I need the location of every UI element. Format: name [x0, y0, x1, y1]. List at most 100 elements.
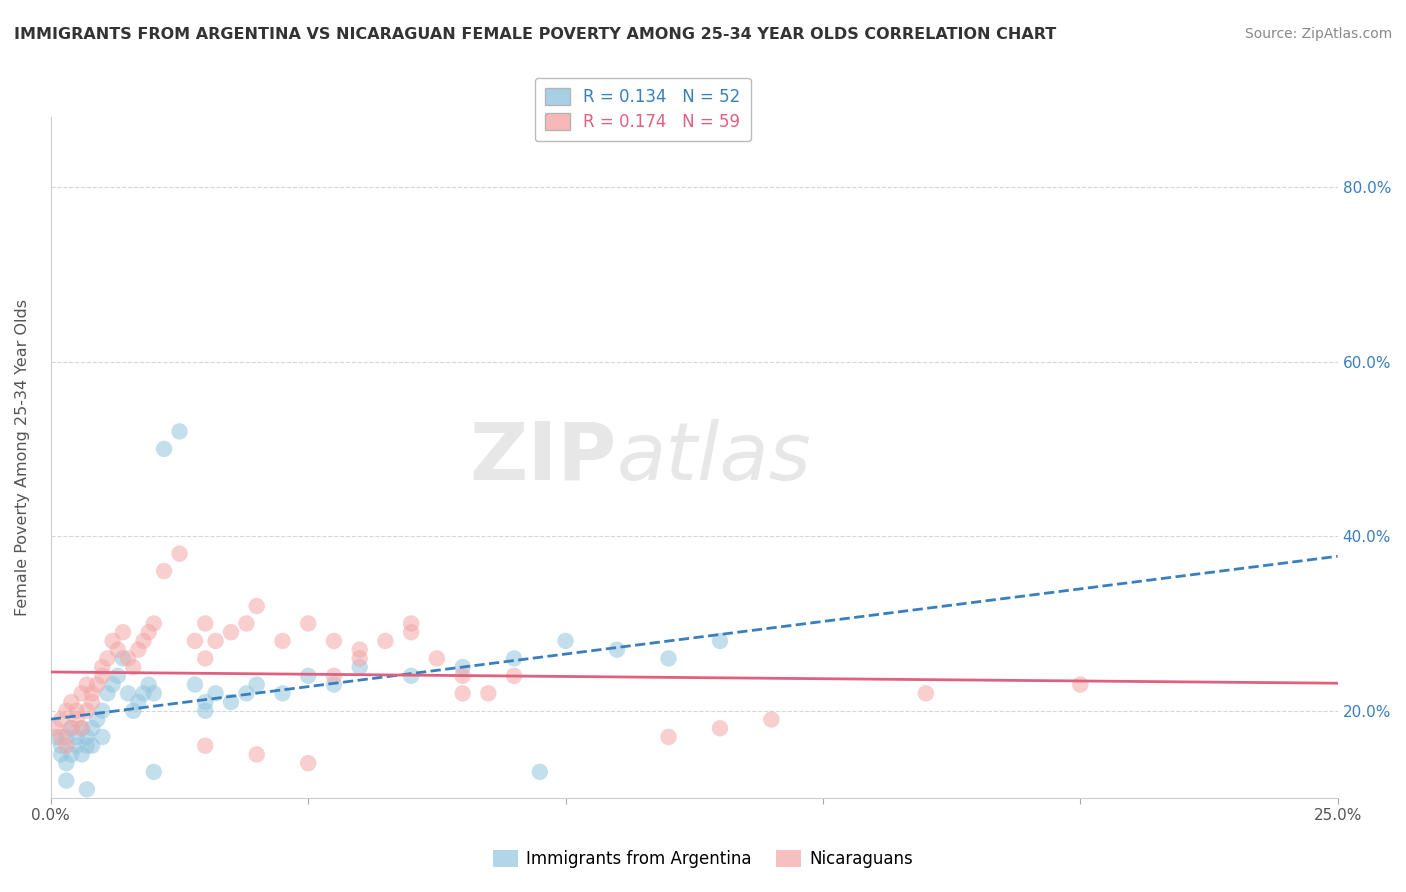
Point	[194, 739, 217, 753]
Point	[101, 634, 124, 648]
Point	[127, 642, 149, 657]
Point	[127, 695, 149, 709]
Point	[1069, 677, 1091, 691]
Point	[91, 669, 114, 683]
Point	[204, 686, 226, 700]
Point	[246, 747, 269, 762]
Point	[606, 642, 628, 657]
Point	[323, 669, 346, 683]
Point	[117, 651, 139, 665]
Point	[138, 677, 160, 691]
Point	[70, 686, 93, 700]
Point	[426, 651, 449, 665]
Point	[194, 695, 217, 709]
Point	[219, 625, 242, 640]
Point	[194, 704, 217, 718]
Point	[70, 721, 93, 735]
Point	[76, 730, 98, 744]
Point	[349, 651, 371, 665]
Point	[153, 564, 176, 578]
Point	[60, 747, 83, 762]
Point	[76, 739, 98, 753]
Point	[122, 704, 145, 718]
Text: atlas: atlas	[617, 418, 811, 497]
Point	[503, 669, 526, 683]
Point	[204, 634, 226, 648]
Point	[111, 625, 134, 640]
Point	[323, 634, 346, 648]
Text: IMMIGRANTS FROM ARGENTINA VS NICARAGUAN FEMALE POVERTY AMONG 25-34 YEAR OLDS COR: IMMIGRANTS FROM ARGENTINA VS NICARAGUAN …	[14, 27, 1056, 42]
Text: ZIP: ZIP	[470, 418, 617, 497]
Point	[657, 651, 679, 665]
Point	[60, 695, 83, 709]
Point	[194, 651, 217, 665]
Point	[169, 425, 191, 439]
Point	[107, 669, 129, 683]
Point	[55, 704, 77, 718]
Point	[132, 686, 155, 700]
Point	[70, 721, 93, 735]
Point	[142, 764, 165, 779]
Point	[399, 669, 422, 683]
Point	[142, 616, 165, 631]
Point	[76, 704, 98, 718]
Point	[55, 730, 77, 744]
Point	[399, 616, 422, 631]
Point	[60, 721, 83, 735]
Point	[55, 756, 77, 771]
Point	[194, 616, 217, 631]
Point	[80, 721, 103, 735]
Point	[451, 660, 474, 674]
Point	[101, 677, 124, 691]
Point	[297, 669, 319, 683]
Y-axis label: Female Poverty Among 25-34 Year Olds: Female Poverty Among 25-34 Year Olds	[15, 299, 30, 616]
Point	[65, 739, 87, 753]
Point	[117, 686, 139, 700]
Legend: Immigrants from Argentina, Nicaraguans: Immigrants from Argentina, Nicaraguans	[486, 843, 920, 875]
Point	[554, 634, 576, 648]
Point	[235, 686, 257, 700]
Point	[915, 686, 938, 700]
Point	[91, 704, 114, 718]
Point	[65, 713, 87, 727]
Point	[349, 660, 371, 674]
Point	[45, 721, 67, 735]
Point	[184, 677, 207, 691]
Point	[91, 660, 114, 674]
Point	[761, 713, 783, 727]
Point	[55, 773, 77, 788]
Point	[709, 634, 731, 648]
Point	[246, 677, 269, 691]
Legend: R = 0.134   N = 52, R = 0.174   N = 59: R = 0.134 N = 52, R = 0.174 N = 59	[534, 78, 751, 141]
Point	[142, 686, 165, 700]
Point	[297, 616, 319, 631]
Point	[709, 721, 731, 735]
Point	[235, 616, 257, 631]
Point	[153, 442, 176, 456]
Point	[49, 739, 72, 753]
Point	[45, 730, 67, 744]
Point	[451, 686, 474, 700]
Point	[219, 695, 242, 709]
Point	[49, 713, 72, 727]
Point	[503, 651, 526, 665]
Point	[55, 739, 77, 753]
Point	[80, 695, 103, 709]
Point	[297, 756, 319, 771]
Point	[246, 599, 269, 613]
Point	[271, 686, 294, 700]
Point	[65, 730, 87, 744]
Point	[132, 634, 155, 648]
Point	[76, 677, 98, 691]
Point	[122, 660, 145, 674]
Point	[70, 747, 93, 762]
Point	[184, 634, 207, 648]
Point	[96, 686, 118, 700]
Point	[80, 739, 103, 753]
Point	[451, 669, 474, 683]
Point	[477, 686, 499, 700]
Text: Source: ZipAtlas.com: Source: ZipAtlas.com	[1244, 27, 1392, 41]
Point	[349, 642, 371, 657]
Point	[271, 634, 294, 648]
Point	[49, 747, 72, 762]
